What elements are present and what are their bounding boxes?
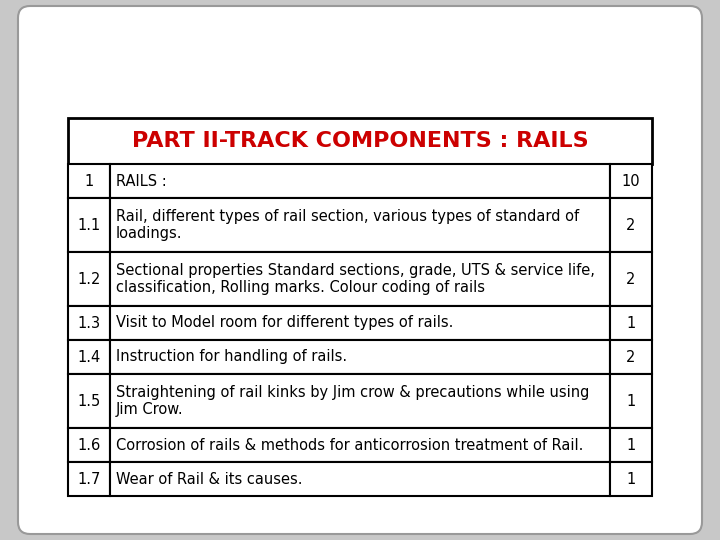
Text: 2: 2 (626, 349, 636, 364)
FancyBboxPatch shape (18, 6, 702, 534)
Bar (610, 252, 652, 306)
Bar (610, 198, 652, 252)
Bar (110, 340, 610, 374)
Bar (110, 252, 610, 306)
Bar (610, 340, 652, 374)
Bar (68, 164, 110, 198)
Bar (610, 374, 652, 428)
Text: Sectional properties Standard sections, grade, UTS & service life,
classificatio: Sectional properties Standard sections, … (116, 263, 595, 295)
Text: 1.1: 1.1 (77, 218, 101, 233)
Text: 1.7: 1.7 (77, 471, 101, 487)
Text: 1: 1 (626, 471, 636, 487)
Bar (68, 198, 110, 252)
Text: 10: 10 (621, 173, 640, 188)
Text: 1.2: 1.2 (77, 272, 101, 287)
Text: RAILS :: RAILS : (116, 173, 167, 188)
Text: 1.3: 1.3 (78, 315, 101, 330)
Bar (110, 164, 610, 198)
Text: PART II-TRACK COMPONENTS : RAILS: PART II-TRACK COMPONENTS : RAILS (132, 131, 588, 151)
Text: 1.6: 1.6 (77, 437, 101, 453)
Text: Wear of Rail & its causes.: Wear of Rail & its causes. (116, 471, 302, 487)
Text: Visit to Model room for different types of rails.: Visit to Model room for different types … (116, 315, 454, 330)
Bar (68, 428, 110, 462)
Bar (68, 374, 110, 428)
Text: 2: 2 (626, 272, 636, 287)
Text: 1: 1 (626, 437, 636, 453)
Bar (68, 462, 110, 496)
Text: Corrosion of rails & methods for anticorrosion treatment of Rail.: Corrosion of rails & methods for anticor… (116, 437, 583, 453)
Text: Instruction for handling of rails.: Instruction for handling of rails. (116, 349, 347, 364)
Bar (68, 340, 110, 374)
Bar (610, 462, 652, 496)
Bar (68, 118, 652, 164)
Bar (610, 164, 652, 198)
Bar (68, 306, 110, 340)
Text: 1.4: 1.4 (77, 349, 101, 364)
Bar (110, 306, 610, 340)
Text: Rail, different types of rail section, various types of standard of
loadings.: Rail, different types of rail section, v… (116, 209, 579, 241)
Text: 1: 1 (84, 173, 94, 188)
Bar (110, 428, 610, 462)
Bar (68, 252, 110, 306)
Bar (110, 374, 610, 428)
Text: 1: 1 (626, 394, 636, 408)
Bar (110, 198, 610, 252)
Bar (610, 428, 652, 462)
Text: 1: 1 (626, 315, 636, 330)
Bar (110, 462, 610, 496)
Bar (610, 306, 652, 340)
Text: 2: 2 (626, 218, 636, 233)
Text: 1.5: 1.5 (77, 394, 101, 408)
Text: Straightening of rail kinks by Jim crow & precautions while using
Jim Crow.: Straightening of rail kinks by Jim crow … (116, 385, 590, 417)
